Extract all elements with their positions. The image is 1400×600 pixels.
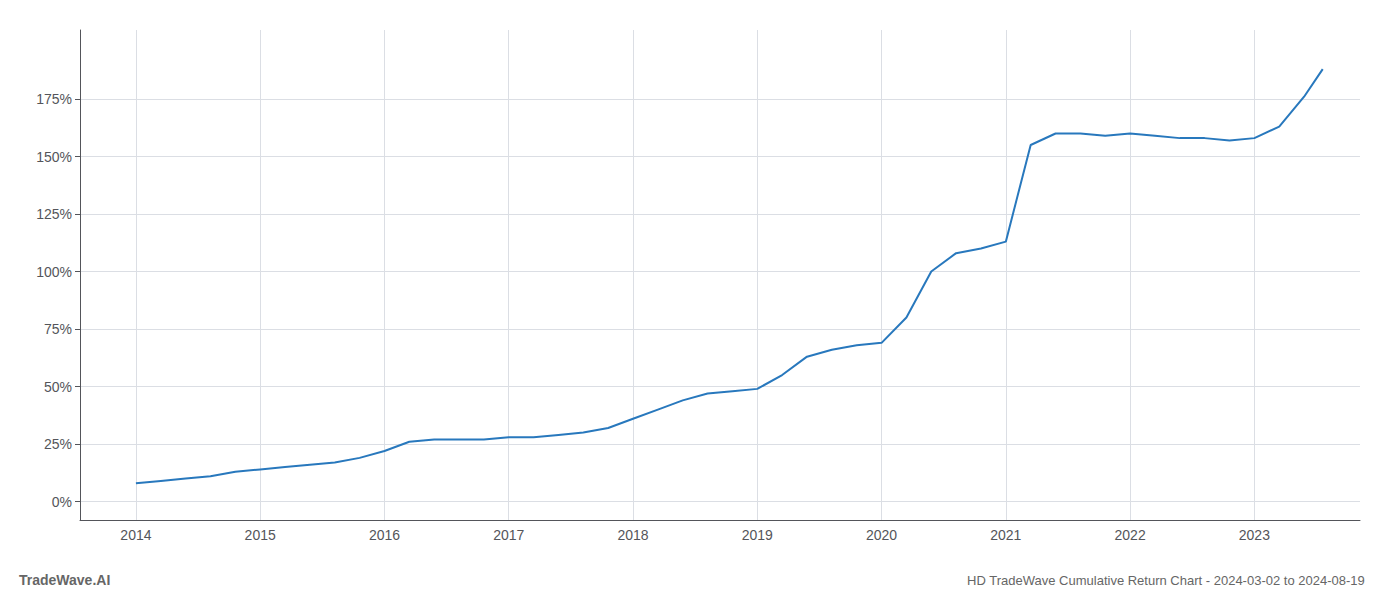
svg-text:125%: 125% (36, 206, 72, 222)
svg-text:HD TradeWave Cumulative Return: HD TradeWave Cumulative Return Chart - 2… (967, 573, 1365, 588)
svg-text:2018: 2018 (617, 527, 648, 543)
svg-text:2014: 2014 (120, 527, 151, 543)
svg-text:75%: 75% (44, 321, 72, 337)
svg-text:2019: 2019 (742, 527, 773, 543)
svg-text:2021: 2021 (990, 527, 1021, 543)
svg-text:2015: 2015 (245, 527, 276, 543)
svg-text:2017: 2017 (493, 527, 524, 543)
svg-text:150%: 150% (36, 149, 72, 165)
svg-text:2023: 2023 (1239, 527, 1270, 543)
svg-text:100%: 100% (36, 264, 72, 280)
svg-text:0%: 0% (52, 494, 72, 510)
svg-text:2016: 2016 (369, 527, 400, 543)
svg-text:175%: 175% (36, 91, 72, 107)
svg-text:25%: 25% (44, 436, 72, 452)
svg-text:TradeWave.AI: TradeWave.AI (19, 572, 110, 588)
svg-text:2020: 2020 (866, 527, 897, 543)
svg-text:50%: 50% (44, 379, 72, 395)
svg-text:2022: 2022 (1115, 527, 1146, 543)
